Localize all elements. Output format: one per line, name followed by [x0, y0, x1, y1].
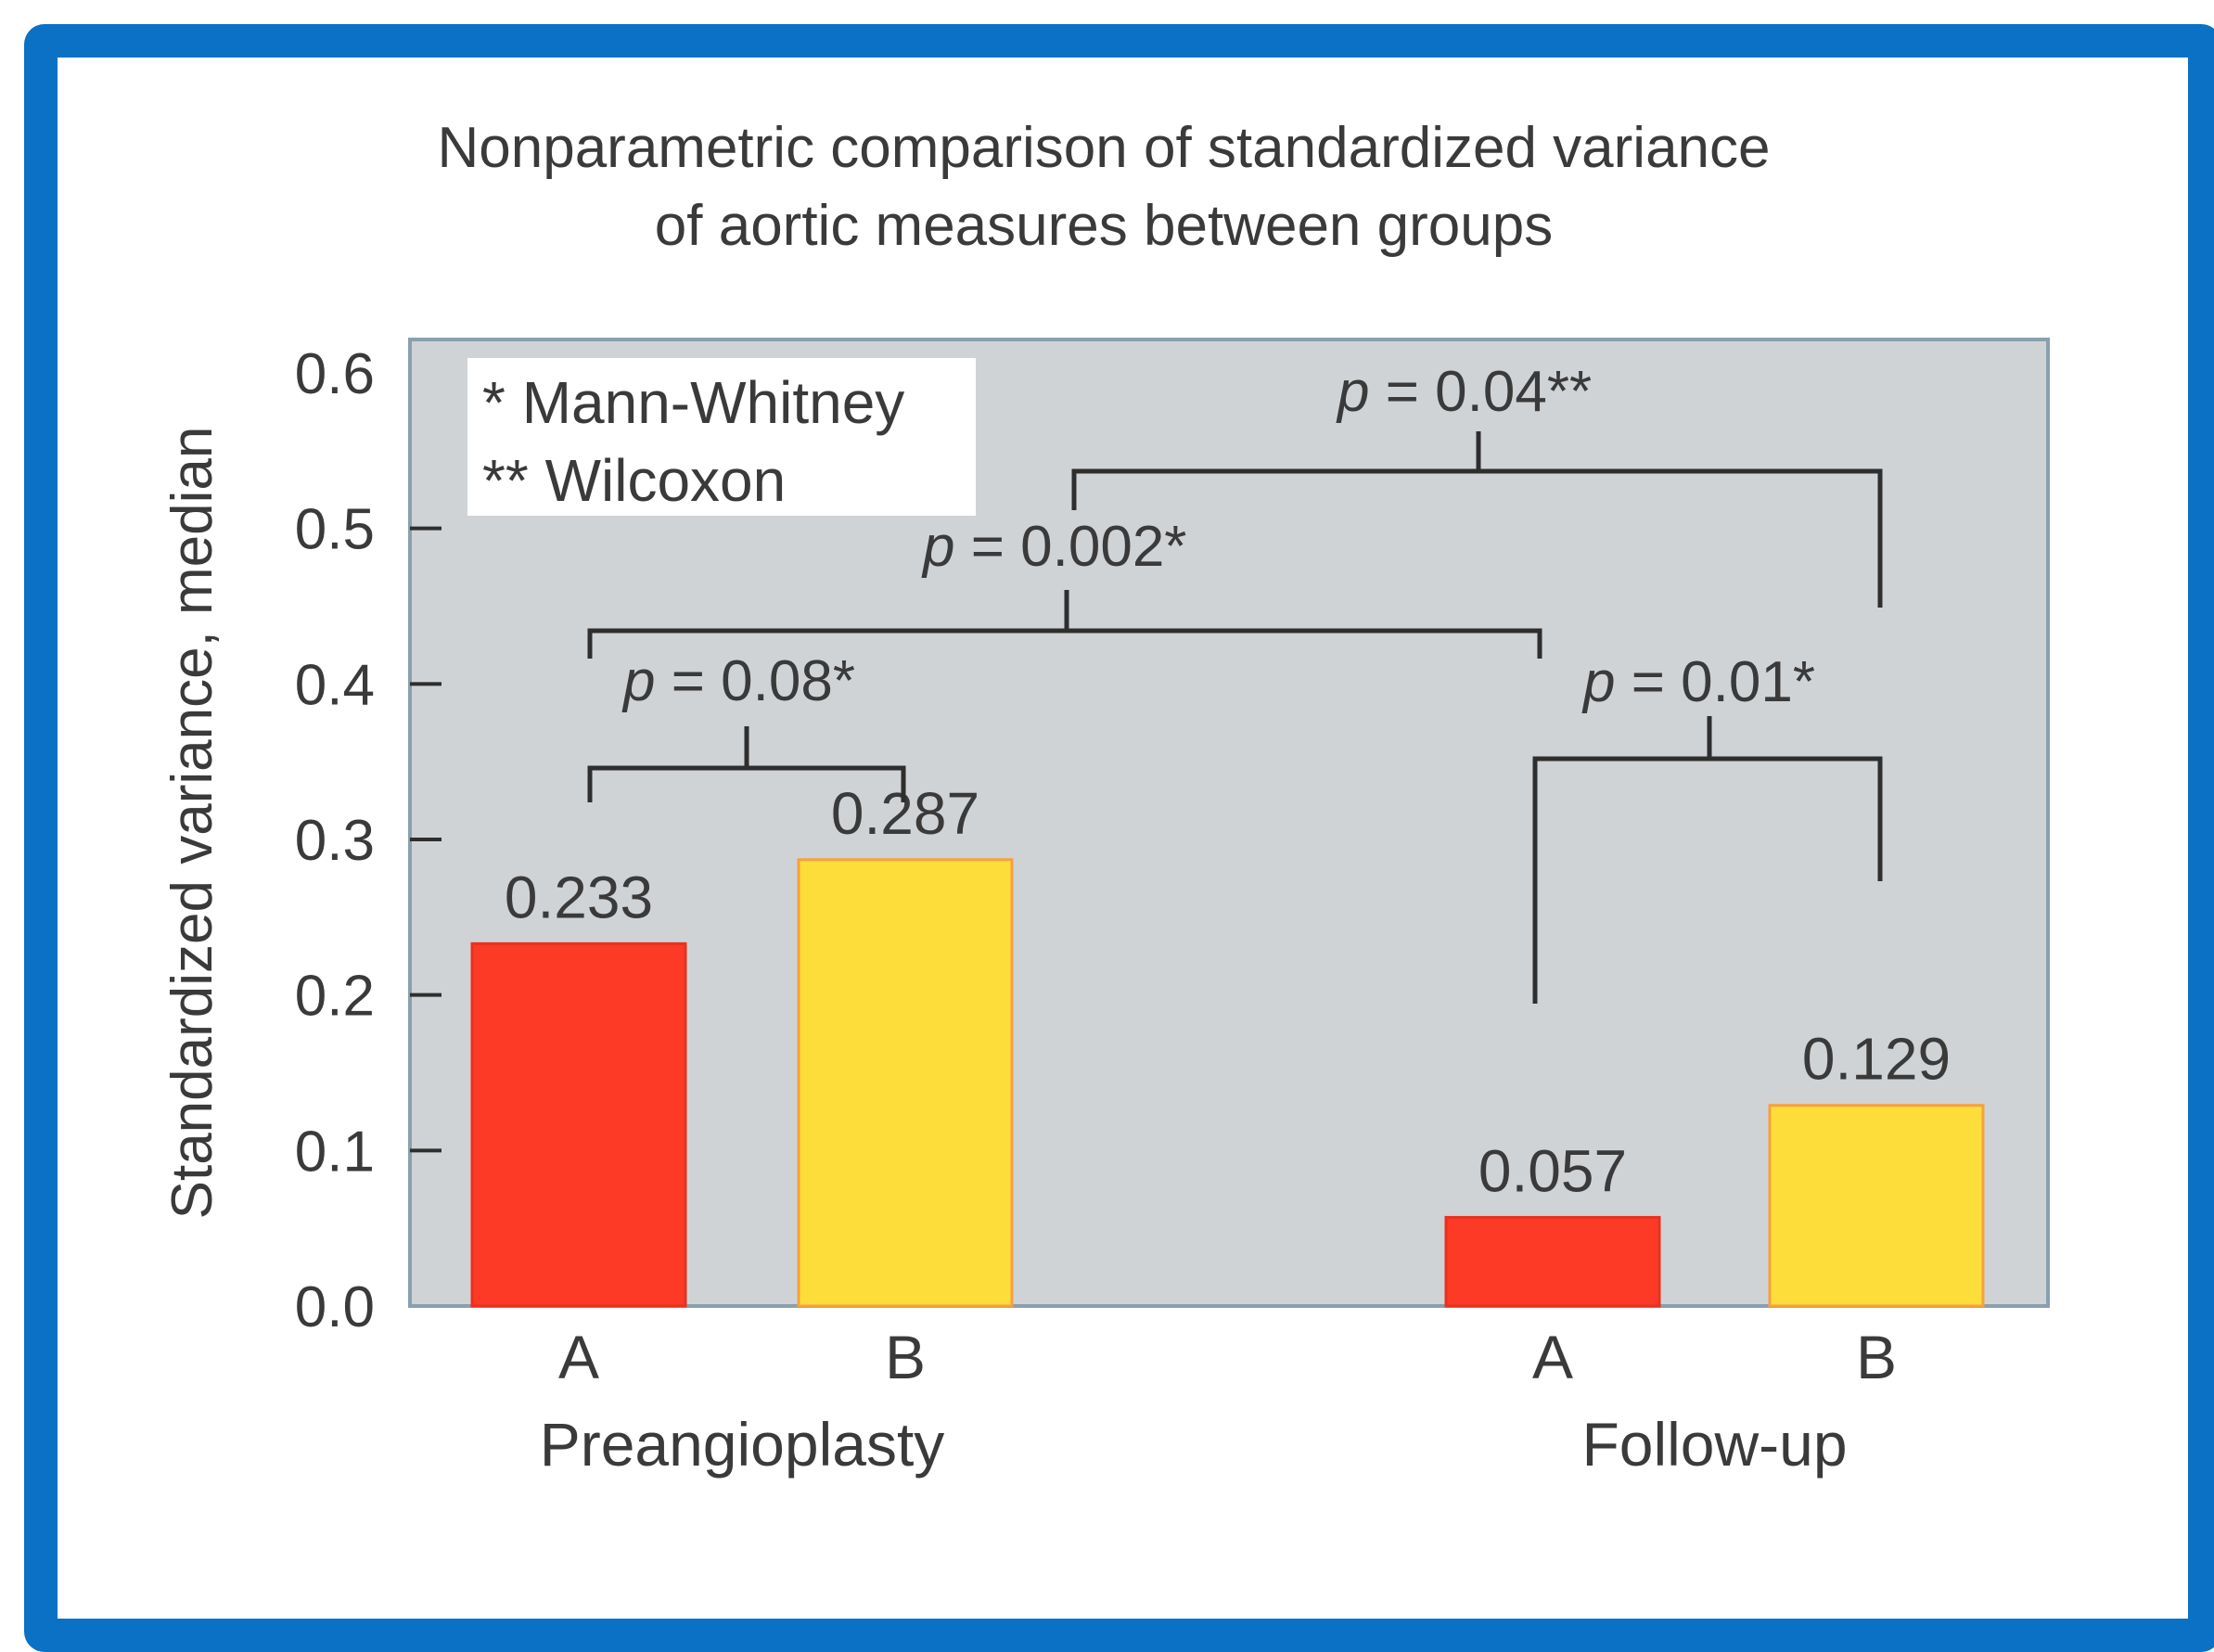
p-value-label-4: p = 0.04** [1336, 360, 1592, 424]
y-axis-label: Standardized variance, median [160, 427, 224, 1220]
significance-brackets [587, 431, 1883, 1004]
p-value: = 0.04** [1369, 360, 1592, 424]
p-value-label-1: p = 0.08* [621, 649, 855, 713]
y-tick-label: 0.4 [295, 653, 375, 717]
y-axis-ticks: 0.0 0.1 0.2 0.3 0.4 0.5 0.6 [295, 342, 442, 1339]
p-value: = 0.01* [1615, 650, 1814, 714]
bar [1768, 1104, 1985, 1308]
group-label: Preangioplasty [540, 1410, 945, 1479]
legend-entry-wilcoxon: ** Wilcoxon [482, 447, 786, 514]
legend-entry-mann-whitney: * Mann-Whitney [482, 369, 904, 436]
y-tick-label: 0.2 [295, 965, 375, 1029]
p-symbol: p [921, 515, 954, 579]
p-value-label-2: p = 0.002* [921, 515, 1186, 579]
group-labels: Preangioplasty Follow-up [540, 1410, 1848, 1479]
category-label: B [885, 1323, 926, 1391]
y-tick-label: 0.0 [295, 1275, 375, 1339]
bar [470, 941, 687, 1308]
bars [470, 858, 1985, 1308]
chart-title-line-1: Nonparametric comparison of standardized… [437, 116, 1770, 180]
legend: * Mann-Whitney ** Wilcoxon [467, 358, 976, 516]
category-label: A [1532, 1323, 1573, 1391]
chart-title-line-2: of aortic measures between groups [655, 194, 1553, 258]
y-tick-label: 0.1 [295, 1120, 375, 1184]
p-value-label-3: p = 0.01* [1581, 650, 1815, 714]
p-symbol: p [1581, 650, 1615, 714]
value-label: 0.129 [1802, 1026, 1951, 1093]
value-label: 0.057 [1478, 1137, 1627, 1204]
p-value: = 0.08* [655, 649, 854, 713]
legend-box [467, 358, 976, 516]
y-tick-label: 0.3 [295, 809, 375, 873]
p-symbol: p [621, 649, 655, 713]
p-symbol: p [1336, 360, 1369, 424]
bar [1444, 1215, 1661, 1308]
category-label: A [558, 1323, 599, 1391]
y-tick-label: 0.5 [295, 498, 375, 562]
category-label: B [1856, 1323, 1897, 1391]
p-value: = 0.002* [954, 515, 1186, 579]
group-label: Follow-up [1581, 1410, 1847, 1479]
value-label: 0.233 [505, 864, 653, 930]
bar [797, 858, 1014, 1308]
y-tick-label: 0.6 [295, 342, 375, 406]
